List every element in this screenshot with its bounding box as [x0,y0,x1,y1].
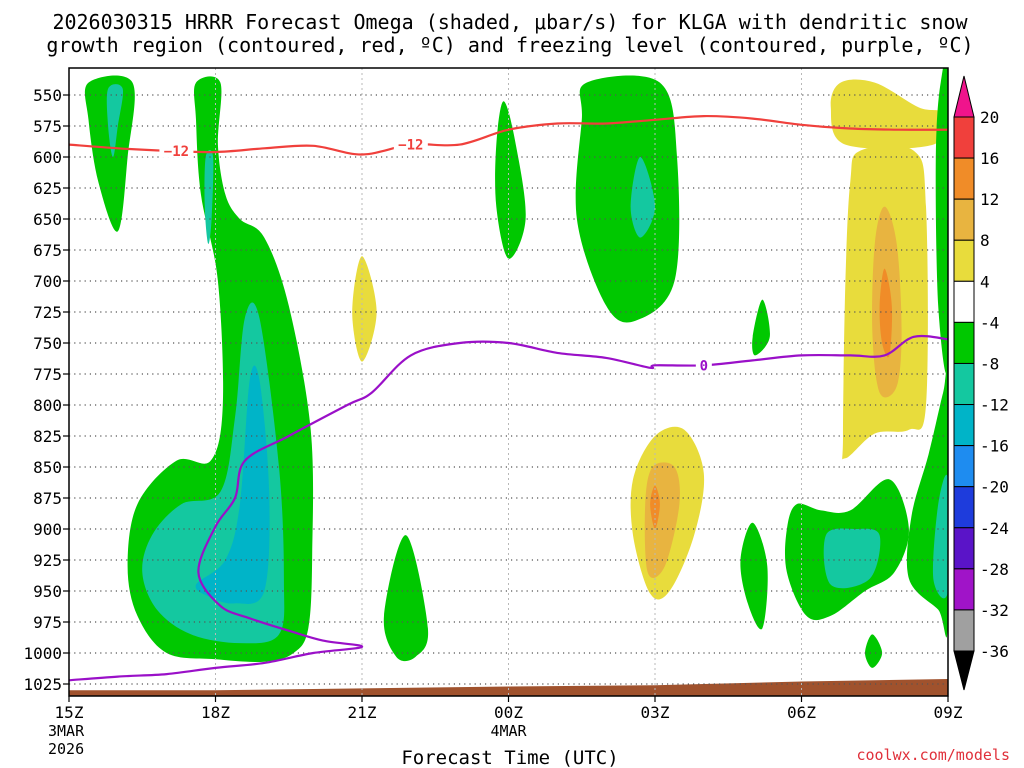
y-tick-label: 750 [33,334,62,353]
colorbar-bin [953,445,975,488]
y-tick-label: 925 [33,551,62,570]
colorbar: 20 16 12 8 4 -4 -8 -12 -16 -20 -24 -28 -32 -36 [953,75,1009,691]
y-tick-label: 575 [33,117,62,136]
colorbar-label: 4 [980,272,990,291]
omega-region-green-22z-low [383,535,429,662]
y-tick-label: 600 [33,148,62,167]
y-tick-label: 1025 [23,675,62,694]
colorbar-bin [953,198,975,241]
x-tick-date-label: 3MAR [48,722,85,740]
y-tick-label: 950 [33,582,62,601]
colorbar-bin [953,157,975,200]
y-tick-label: 900 [33,520,62,539]
y-tick-label: 700 [33,272,62,291]
omega-region-green-02z-column [575,75,680,323]
colorbar-bin [953,239,975,282]
dgz-label-background [393,135,428,152]
y-tick-label: 625 [33,179,62,198]
omega-region-teal-right-edge-lower [932,474,948,599]
omega-region-teal-02z-core [630,157,655,238]
omega-region-orange-03z-dot [650,485,660,529]
colorbar-bin [953,527,975,570]
omega-region-teal-upper-ribbon [204,150,214,245]
colorbar-label: -28 [980,560,1009,579]
colorbar-bin [953,609,975,652]
colorbar-label: -16 [980,437,1009,456]
contour-lines: −12 −12 0 [69,114,948,682]
omega-region-yellow-small-21z [352,256,377,362]
colorbar-label: -36 [980,642,1009,661]
omega-region-orange-right-core [879,268,893,358]
y-tick-label: 825 [33,427,62,446]
terrain-ground [69,679,948,696]
gridlines [69,68,948,696]
omega-region-green-plume-upper-left [84,75,135,232]
colorbar-bin [953,362,975,406]
x-tick-label: 21Z [348,703,377,722]
colorbar-bin [953,321,975,364]
x-tick-label: 03Z [641,703,670,722]
x-tick-year-label: 2026 [48,740,84,758]
terrain-layer [69,679,948,696]
omega-region-green-07z-dot [865,634,883,668]
omega-region-teal-plume-upper-left [106,84,124,157]
x-axis-label: Forecast Time (UTC) [401,747,618,768]
x-tick-label: 00Z [494,703,523,722]
y-axis: 550 575 600 625 650 675 700 725 750 775 800 825 850 8… [23,86,69,694]
colorbar-bin [953,404,975,447]
y-tick-label: 725 [33,303,62,322]
omega-region-green-00z-column [495,101,526,259]
omega-region-cyan-low-level-core [195,365,270,604]
y-tick-label: 800 [33,396,62,415]
colorbar-label: -8 [980,354,999,373]
freezing-level-label: 0 [700,358,708,374]
y-tick-label: 550 [33,86,62,105]
dgz-isotherm-label: −12 [398,138,423,154]
x-tick-label: 18Z [201,703,230,722]
colorbar-bin [953,116,975,159]
colorbar-label: -32 [980,601,1009,620]
y-tick-label: 850 [33,458,62,477]
colorbar-top-arrow [953,75,975,118]
dgz-isotherm-line [69,114,948,156]
x-tick-date-label: 4MAR [490,722,527,740]
colorbar-bin [953,486,975,529]
colorbar-bin [953,280,975,323]
freezing-label-background [695,356,712,373]
chart-title-line-2: growth region (contoured, red, ºC) and f… [46,33,973,57]
dgz-isotherm-label: −12 [164,144,189,160]
colorbar-label: -24 [980,519,1009,538]
colorbar-bottom-arrow [953,650,975,691]
colorbar-label: 20 [980,108,999,127]
omega-region-teal-06z-low [823,528,881,589]
omega-region-green-right-edge-upper [935,68,948,374]
credit-text: coolwx.com/models [856,746,1010,764]
colorbar-label: -4 [980,313,999,332]
y-tick-label: 1000 [23,644,62,663]
y-tick-label: 650 [33,210,62,229]
y-tick-label: 775 [33,365,62,384]
y-tick-label: 975 [33,613,62,632]
y-tick-label: 675 [33,241,62,260]
omega-shading [84,68,948,668]
colorbar-label: 8 [980,231,990,250]
colorbar-label: 16 [980,149,999,168]
x-tick-label: 06Z [787,703,816,722]
dgz-label-background [159,141,194,158]
chart-title-line-1: 2026030315 HRRR Forecast Omega (shaded, … [52,10,968,34]
colorbar-bin [953,568,975,611]
y-tick-label: 875 [33,489,62,508]
omega-region-green-04z-small [752,299,770,356]
freezing-level-line [69,334,948,682]
omega-region-green-05z-low [740,522,768,630]
colorbar-label: -20 [980,478,1009,497]
x-tick-label: 09Z [934,703,963,722]
x-tick-label: 15Z [55,703,84,722]
colorbar-label: -12 [980,396,1009,415]
colorbar-label: 12 [980,190,999,209]
omega-region-yellow-right-upper [830,79,946,149]
